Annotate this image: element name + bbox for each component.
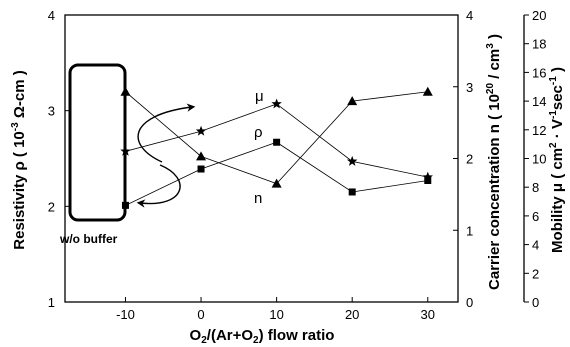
left-tick-label: 3 <box>48 104 55 119</box>
series-layer <box>120 86 433 209</box>
mobility-tick-label: 10 <box>532 152 546 167</box>
carrier-point <box>196 151 207 161</box>
carrier-point <box>347 96 358 106</box>
left-axis-label: Resistivity ρ ( 10-3 Ω-cm ) <box>10 70 28 249</box>
mobility-tick-label: 0 <box>532 295 539 310</box>
rho-annotation: ρ <box>254 124 263 141</box>
carrier-tick-label: 1 <box>466 223 473 238</box>
buffer-label: w/o buffer <box>59 232 118 246</box>
carrier-point <box>120 86 131 96</box>
x-tick-label: 20 <box>345 307 359 322</box>
x-tick-label: 30 <box>421 307 435 322</box>
mobility-tick-label: 12 <box>532 123 546 138</box>
resistivity-point <box>424 177 432 185</box>
mobility-tick-label: 16 <box>532 65 546 80</box>
mobility-point <box>195 125 207 136</box>
mobility-point <box>271 98 282 109</box>
carrier-point <box>422 86 433 96</box>
x-tick-label: 0 <box>197 307 204 322</box>
mobility-tick-label: 14 <box>532 94 546 109</box>
left-tick-label: 4 <box>48 8 55 23</box>
resistivity-point <box>348 188 356 196</box>
carrier-tick-label: 4 <box>466 8 473 23</box>
carrier-point <box>271 178 282 188</box>
carrier-axis-label: Carrier concentration n ( 1020 / cm3 ) <box>485 34 503 290</box>
carrier-tick-label: 3 <box>466 80 473 95</box>
left-tick-label: 2 <box>48 199 55 214</box>
mobility-tick-label: 6 <box>532 209 539 224</box>
x-axis-ticks: -10 0 10 20 30 <box>116 297 435 322</box>
x-tick-label: -10 <box>116 307 135 322</box>
carrier-tick-label: 2 <box>466 152 473 167</box>
mu-annotation: μ <box>255 88 264 105</box>
mobility-tick-label: 20 <box>532 8 546 23</box>
mobility-point <box>346 155 358 166</box>
mobility-axis-ticks: 0 2 4 6 8 10 12 14 16 18 20 <box>524 8 546 310</box>
n-annotation: n <box>254 190 262 207</box>
arrow-to-mobility-axis <box>137 103 196 163</box>
mobility-tick-label: 2 <box>532 266 539 281</box>
x-axis-label: O2/(Ar+O2) flow ratio <box>190 327 335 346</box>
carrier-tick-label: 0 <box>466 295 473 310</box>
mobility-tick-label: 8 <box>532 180 539 195</box>
buffer-box <box>68 63 127 222</box>
left-axis-ticks: 1 2 3 4 <box>48 8 70 310</box>
x-tick-label: 10 <box>269 307 283 322</box>
mobility-point <box>120 145 131 156</box>
mobility-tick-label: 4 <box>532 238 539 253</box>
carrier-axis-ticks: 0 1 2 3 4 <box>453 8 473 310</box>
arrow-to-resistivity-axis <box>136 164 181 208</box>
resistivity-point <box>197 165 205 173</box>
mobility-point <box>422 171 433 182</box>
mobility-axis-label: Mobility μ ( cm2 · V-1sec-1 ) <box>548 67 566 253</box>
mobility-tick-label: 18 <box>532 37 546 52</box>
series-line-square <box>125 141 428 206</box>
resistivity-point <box>273 138 281 146</box>
left-tick-label: 1 <box>48 295 55 310</box>
resistivity-point <box>121 201 129 209</box>
